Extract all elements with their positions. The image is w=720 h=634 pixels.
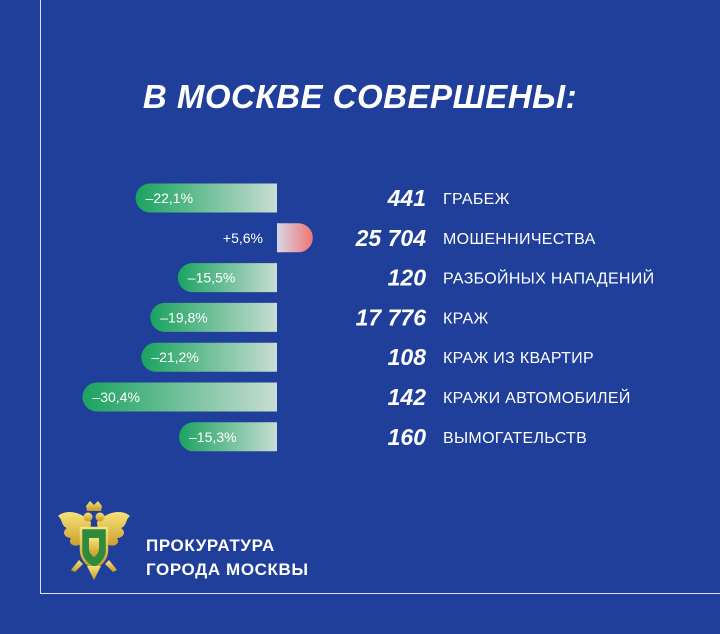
bar-change-label-6: –15,3% [189, 429, 236, 445]
frame-border [40, 0, 720, 594]
bar-6 [179, 422, 277, 452]
crime-category-2: РАЗБОЙНЫХ НАПАДЕНИЙ [443, 269, 654, 288]
crime-count-5: 142 [388, 384, 427, 410]
bar-5 [82, 382, 277, 412]
crime-count-6: 160 [388, 424, 427, 450]
crime-category-5: КРАЖИ АВТОМОБИЛЕЙ [443, 388, 631, 407]
page-title: В МОСКВЕ СОВЕРШЕНЫ: [142, 78, 578, 115]
bar-change-label-5: –30,4% [92, 389, 139, 405]
bar-change-label-1: +5,6% [223, 230, 263, 246]
bar-0 [135, 183, 277, 213]
organization-name: ПРОКУРАТУРА ГОРОДА МОСКВЫ [146, 534, 309, 582]
crime-category-3: КРАЖ [443, 310, 489, 327]
crime-count-3: 17 776 [356, 304, 427, 330]
bar-3 [150, 302, 277, 332]
crime-count-4: 108 [388, 344, 427, 370]
crime-category-6: ВЫМОГАТЕЛЬСТВ [443, 430, 587, 447]
organization-name-line2: ГОРОДА МОСКВЫ [146, 560, 309, 579]
bar-4 [141, 342, 277, 372]
crime-category-1: МОШЕННИЧЕСТВА [443, 231, 596, 248]
crime-count-2: 120 [388, 265, 427, 291]
bar-1 [277, 223, 313, 253]
bar-change-label-2: –15,5% [188, 270, 235, 286]
bar-change-label-3: –19,8% [160, 309, 207, 325]
prosecutor-emblem-icon [58, 501, 130, 580]
organization-name-line1: ПРОКУРАТУРА [146, 536, 275, 555]
crime-count-0: 441 [387, 185, 426, 211]
bar-2 [177, 263, 277, 293]
crime-category-0: ГРАБЕЖ [443, 191, 510, 208]
bar-change-label-0: –22,1% [146, 190, 193, 206]
crime-category-4: КРАЖ ИЗ КВАРТИР [443, 350, 594, 367]
bar-change-label-4: –21,2% [151, 349, 198, 365]
crime-count-1: 25 704 [355, 225, 427, 251]
